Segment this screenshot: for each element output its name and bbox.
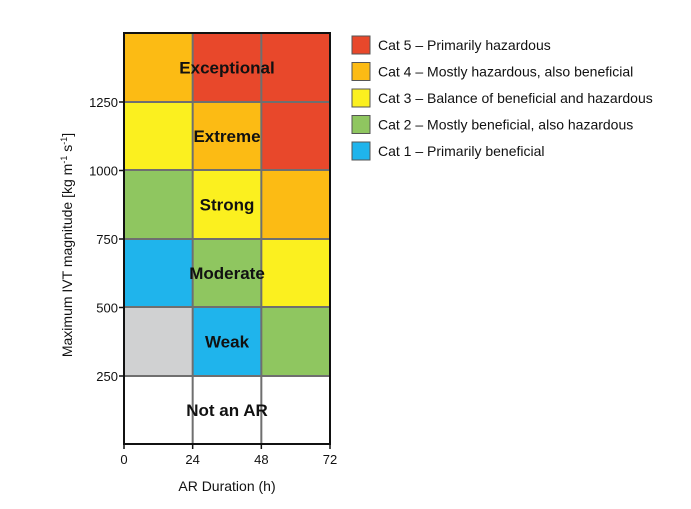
legend-swatch-cat1 [351, 141, 371, 161]
grid-lines [124, 33, 330, 444]
cell-r0-c0 [124, 33, 193, 102]
legend-label-cat5: Cat 5 – Primarily hazardous [378, 37, 551, 53]
x-tick-label: 48 [254, 452, 268, 467]
intensity-label: Strong [200, 196, 255, 215]
cell-not-an-ar [124, 376, 330, 444]
intensity-label: Moderate [189, 264, 265, 283]
legend-label-cat1: Cat 1 – Primarily beneficial [378, 143, 545, 159]
x-tick-label: 72 [323, 452, 337, 467]
cell-r4-c1 [192, 307, 262, 376]
cell-r4-c2 [261, 307, 330, 376]
cell-r2-c2 [261, 170, 330, 239]
intensity-label: Weak [205, 333, 250, 352]
x-axis-ticks: 0 24 48 72 [120, 444, 337, 467]
intensity-label: Not an AR [186, 401, 268, 420]
legend-swatch-cat2 [351, 115, 371, 134]
legend-swatch-cat5 [351, 35, 371, 55]
cell-r4-c0 [124, 307, 193, 376]
y-axis-ticks: 250 500 750 1000 1250 [89, 95, 124, 384]
intensity-labels: Exceptional Extreme Strong Moderate Weak Not … [179, 59, 274, 421]
cell-r1-c1 [192, 102, 262, 170]
cell-r2-c0 [124, 170, 193, 239]
y-tick-label: 250 [96, 369, 118, 384]
legend-label-cat4: Cat 4 – Mostly hazardous, also beneficia… [378, 64, 633, 80]
cell-r0-c2 [261, 33, 330, 102]
cell-r1-c2 [261, 102, 330, 170]
cell-r0-c1 [192, 33, 262, 102]
cell-r2-c1 [192, 170, 262, 239]
legend-label-cat3: Cat 3 – Balance of beneficial and hazard… [378, 90, 653, 106]
cell-r3-c0 [124, 239, 193, 307]
legend-swatch-cat4 [351, 62, 371, 81]
x-tick-label: 24 [185, 452, 199, 467]
legend-swatch-cat3 [351, 88, 371, 108]
cell-r1-c0 [124, 102, 193, 170]
y-tick-label: 1250 [89, 95, 118, 110]
cell-r3-c2 [261, 239, 330, 307]
y-tick-label: 750 [96, 232, 118, 247]
legend-label-cat2: Cat 2 – Mostly beneficial, also hazardou… [378, 117, 633, 133]
y-tick-label: 500 [96, 301, 118, 316]
y-tick-label: 1000 [89, 164, 118, 179]
x-axis-label: AR Duration (h) [178, 478, 275, 494]
x-tick-label: 0 [120, 452, 127, 467]
y-axis-label: Maximum IVT magnitude [kg m-1 s-1] [59, 133, 75, 357]
heatmap-cells [124, 33, 330, 444]
intensity-label: Extreme [193, 127, 260, 146]
legend: Cat 5 – Primarily hazardous Cat 4 – Mostl… [351, 35, 653, 161]
intensity-label: Exceptional [179, 59, 274, 78]
cell-r3-c1 [192, 239, 262, 307]
